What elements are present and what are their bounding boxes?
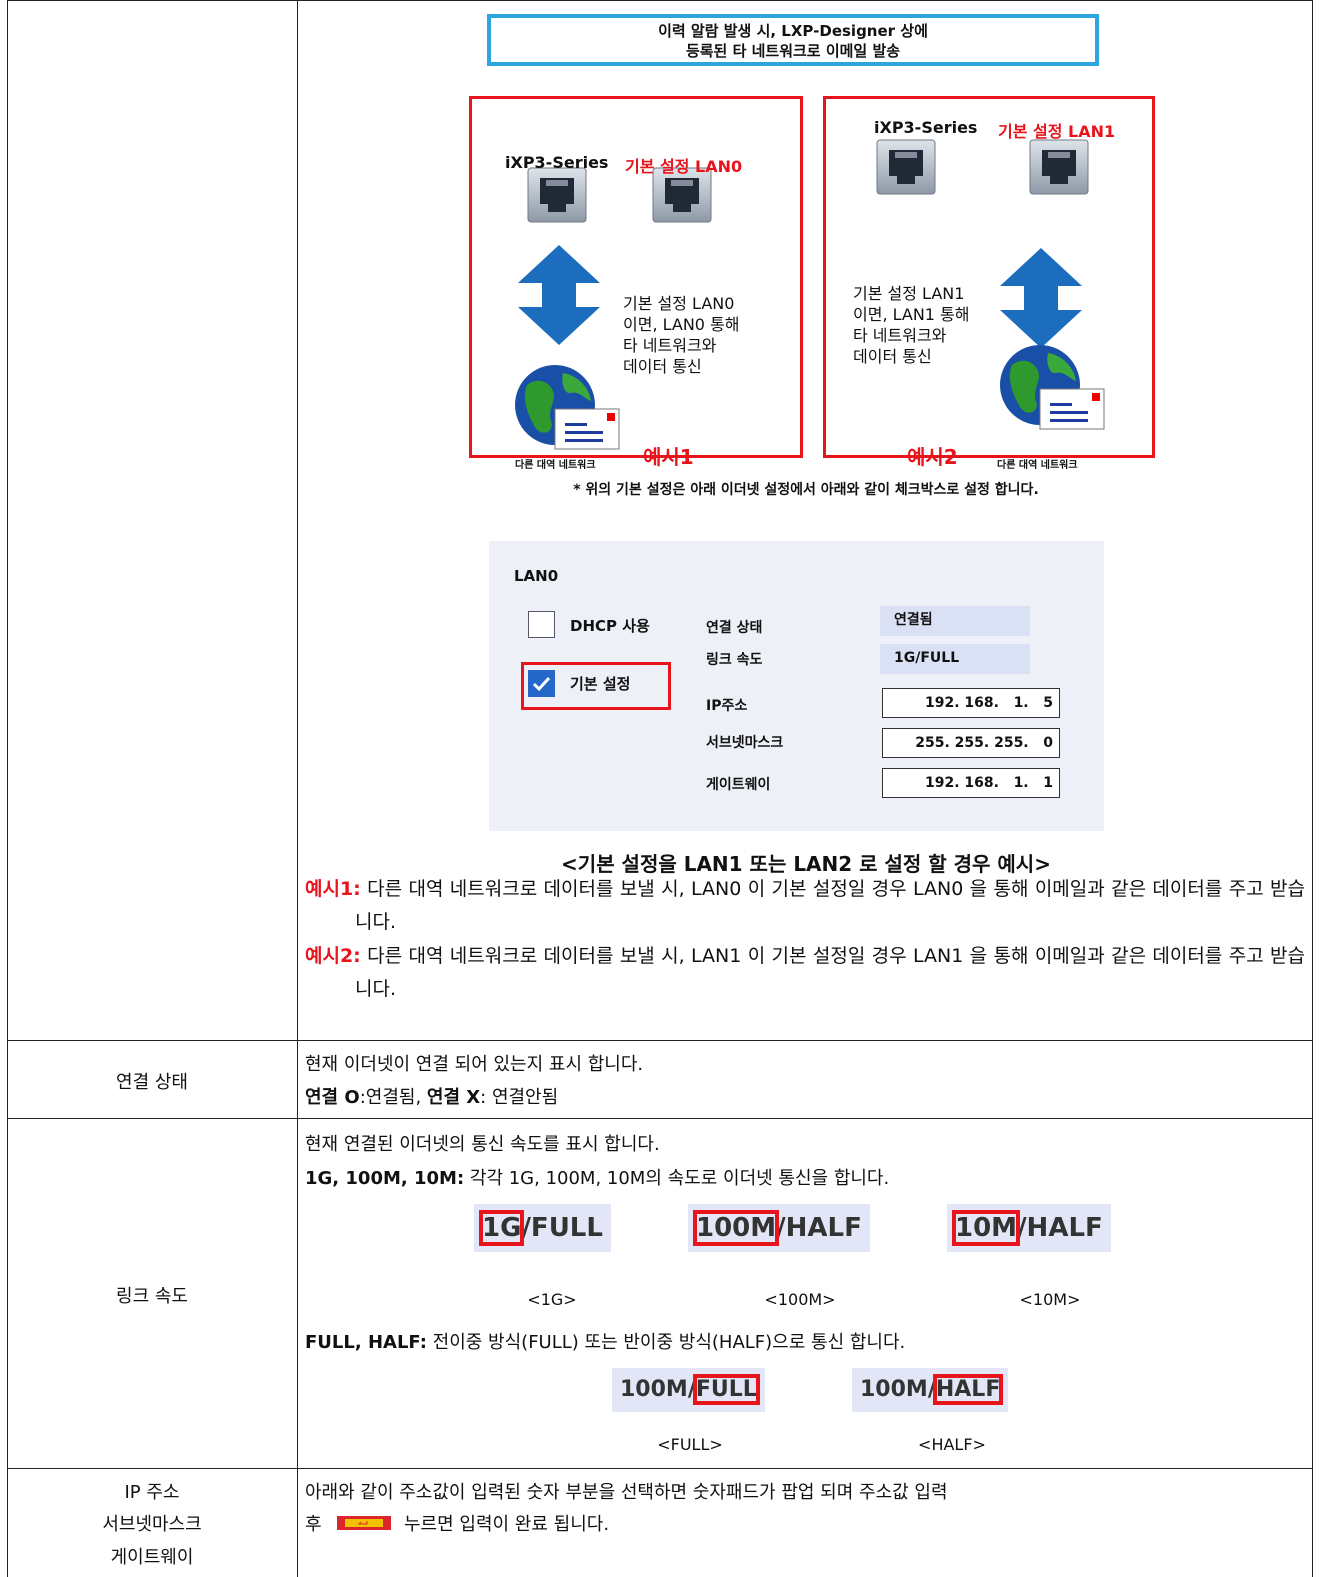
row-text: 현재 이더넷이 연결 되어 있는지 표시 합니다. bbox=[305, 1054, 644, 1075]
prefix: 100M/ bbox=[620, 1377, 696, 1402]
description-line: 기본 설정 LAN0 bbox=[623, 294, 735, 313]
network-label: 다른 대역 네트워크 bbox=[997, 460, 1078, 471]
prefix: 100M/ bbox=[860, 1377, 936, 1402]
row-text: FULL, HALF: 전이중 방식(FULL) 또는 반이중 방식(HALF)… bbox=[305, 1328, 905, 1354]
note: * 위의 기본 설정은 아래 이더넷 설정에서 아래와 같이 체크박스로 설정 … bbox=[573, 482, 1039, 498]
ip-input[interactable]: 192. 168. 1. 5 bbox=[882, 688, 1060, 718]
highlight: 100M bbox=[692, 1210, 780, 1246]
row-text: 후 bbox=[305, 1514, 322, 1535]
checkbox-label: DHCP 사용 bbox=[570, 617, 650, 635]
example-label: 예시1 bbox=[643, 445, 694, 469]
table-border bbox=[7, 1468, 1313, 1469]
caption: <기본 설정을 LAN1 또는 LAN2 로 설정 할 경우 예시> bbox=[561, 852, 1051, 876]
speed-sample: 1G/FULL bbox=[474, 1204, 611, 1252]
ip-input[interactable]: 255. 255. 255. 0 bbox=[882, 728, 1060, 758]
row-text: 현재 연결된 이더넷의 통신 속도를 표시 합니다. bbox=[305, 1134, 660, 1155]
example-box bbox=[823, 96, 1155, 458]
sample-caption: <100M> bbox=[764, 1290, 836, 1309]
table-border bbox=[7, 0, 1313, 1]
rest: /HALF bbox=[776, 1213, 862, 1243]
highlight: 1G bbox=[478, 1210, 525, 1246]
legend-text: :연결됨, bbox=[359, 1087, 427, 1108]
sample-caption: <FULL> bbox=[657, 1435, 723, 1454]
highlight-box bbox=[521, 662, 671, 710]
description-line: 기본 설정 LAN1 bbox=[853, 284, 965, 303]
table-border bbox=[297, 0, 298, 1577]
description-line: 데이터 통신 bbox=[853, 347, 932, 366]
highlight: FULL bbox=[692, 1374, 760, 1405]
row-text: 1G, 100M, 10M: 각각 1G, 100M, 10M의 속도로 이더넷… bbox=[305, 1164, 889, 1190]
table-border bbox=[7, 1040, 1313, 1041]
setting-label: 기본 설정 LAN0 bbox=[625, 157, 743, 176]
network-label: 다른 대역 네트워크 bbox=[515, 460, 596, 471]
description: 기본 설정 LAN1 이면, LAN1 통해 타 네트워크와 데이터 통신 bbox=[853, 283, 970, 367]
row-text: 연결 O:연결됨, 연결 X: 연결안됨 bbox=[305, 1083, 558, 1109]
field-label: 게이트웨이 bbox=[706, 777, 771, 793]
rest: /HALF bbox=[1017, 1213, 1103, 1243]
row-header: 서브넷마스크 bbox=[102, 1514, 202, 1535]
explanation-label: 예시2: bbox=[305, 945, 361, 967]
field-label: 연결 상태 bbox=[706, 620, 763, 636]
highlight: 10M bbox=[951, 1210, 1021, 1246]
explanation: 예시2: 다른 대역 네트워크로 데이터를 보낼 시, LAN1 이 기본 설정… bbox=[305, 940, 1305, 1006]
row-text: 누르면 입력이 완료 됩니다. bbox=[404, 1514, 610, 1535]
duplex-sample: 100M/FULL bbox=[612, 1368, 765, 1412]
ip-input[interactable]: 192. 168. 1. 1 bbox=[882, 768, 1060, 798]
row-header: 링크 속도 bbox=[116, 1286, 188, 1307]
legend-key: 연결 O bbox=[305, 1087, 360, 1108]
row-text: 아래와 같이 주소값이 입력된 숫자 부분을 선택하면 숫자패드가 팝업 되며 … bbox=[305, 1482, 948, 1503]
highlight: HALF bbox=[932, 1374, 1004, 1405]
table-border bbox=[7, 1118, 1313, 1119]
banner-line: 등록된 타 네트워크로 이메일 발송 bbox=[685, 42, 901, 60]
explanation-text: 다른 대역 네트워크로 데이터를 보낼 시, LAN0 이 기본 설정일 경우 … bbox=[355, 878, 1305, 933]
field-label: IP주소 bbox=[706, 698, 748, 714]
banner-line: 이력 알람 발생 시, LXP-Designer 상에 bbox=[658, 22, 928, 40]
description-line: 타 네트워크와 bbox=[853, 326, 947, 345]
speed-sample: 100M/HALF bbox=[688, 1204, 870, 1252]
table-border bbox=[7, 0, 8, 1577]
banner bbox=[487, 14, 1099, 66]
field-label: 링크 속도 bbox=[706, 652, 763, 668]
sample-caption: <1G> bbox=[527, 1290, 577, 1309]
explanation-label: 예시1: bbox=[305, 878, 361, 900]
example-label: 예시2 bbox=[907, 445, 958, 469]
field-value: 연결됨 bbox=[880, 606, 1030, 636]
checkbox[interactable] bbox=[528, 611, 555, 638]
row-header: IP 주소 bbox=[124, 1482, 180, 1503]
legend-key: 연결 X bbox=[426, 1087, 481, 1108]
explanation: 예시1: 다른 대역 네트워크로 데이터를 보낼 시, LAN0 이 기본 설정… bbox=[305, 873, 1305, 939]
device-label: iXP3-Series bbox=[874, 118, 978, 137]
rest: /FULL bbox=[521, 1213, 603, 1243]
key: 1G, 100M, 10M: bbox=[305, 1168, 465, 1189]
device-label: iXP3-Series bbox=[505, 153, 609, 172]
sample-caption: <HALF> bbox=[918, 1435, 986, 1454]
row-header: 연결 상태 bbox=[116, 1072, 188, 1093]
speed-sample: 10M/HALF bbox=[947, 1204, 1111, 1252]
description-line: 타 네트워크와 bbox=[623, 336, 717, 355]
description-line: 이면, LAN0 통해 bbox=[623, 315, 740, 334]
duplex-sample: 100M/HALF bbox=[852, 1368, 1009, 1412]
text: 각각 1G, 100M, 10M의 속도로 이더넷 통신을 합니다. bbox=[464, 1168, 890, 1189]
legend-text: : 연결안됨 bbox=[480, 1087, 559, 1108]
description-line: 데이터 통신 bbox=[623, 357, 702, 376]
table-border bbox=[1312, 0, 1313, 1577]
checkbox[interactable] bbox=[528, 670, 555, 697]
setting-label: 기본 설정 LAN1 bbox=[998, 122, 1116, 141]
text: 전이중 방식(FULL) 또는 반이중 방식(HALF)으로 통신 합니다. bbox=[426, 1332, 906, 1353]
enter-icon bbox=[337, 1516, 391, 1530]
key: FULL, HALF: bbox=[305, 1332, 427, 1353]
panel-title: LAN0 bbox=[514, 567, 559, 585]
description-line: 이면, LAN1 통해 bbox=[853, 305, 970, 324]
row-header: 게이트웨이 bbox=[110, 1547, 194, 1568]
description: 기본 설정 LAN0 이면, LAN0 통해 타 네트워크와 데이터 통신 bbox=[623, 293, 740, 377]
field-label: 서브넷마스크 bbox=[706, 735, 784, 751]
checkbox-label: 기본 설정 bbox=[570, 675, 631, 693]
diagram-graphics bbox=[514, 139, 1105, 450]
sample-caption: <10M> bbox=[1019, 1290, 1081, 1309]
explanation-text: 다른 대역 네트워크로 데이터를 보낼 시, LAN1 이 기본 설정일 경우 … bbox=[355, 945, 1305, 1000]
field-value: 1G/FULL bbox=[880, 644, 1030, 674]
example-box bbox=[469, 96, 803, 458]
